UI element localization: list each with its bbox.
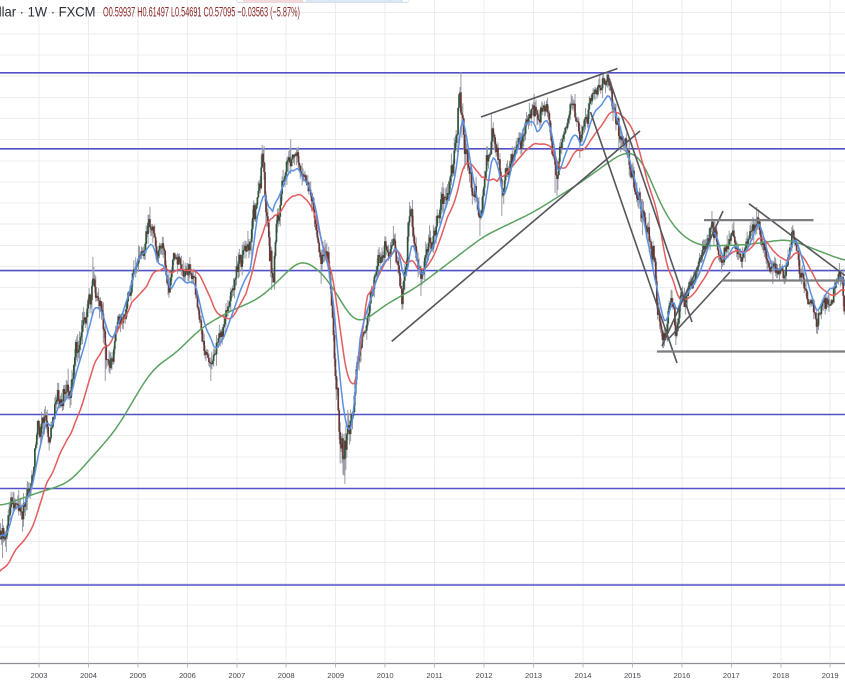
svg-text:2013: 2013 xyxy=(525,671,542,680)
svg-text:2004: 2004 xyxy=(80,671,97,680)
svg-text:2017: 2017 xyxy=(723,671,740,680)
svg-text:2016: 2016 xyxy=(673,671,690,680)
svg-text:2003: 2003 xyxy=(31,671,48,680)
svg-text:2012: 2012 xyxy=(476,671,493,680)
svg-text:2008: 2008 xyxy=(278,671,295,680)
svg-text:2015: 2015 xyxy=(624,671,641,680)
svg-text:2005: 2005 xyxy=(129,671,146,680)
svg-text:2011: 2011 xyxy=(426,671,442,680)
svg-text:2018: 2018 xyxy=(772,671,789,680)
svg-text:2019: 2019 xyxy=(822,671,839,680)
svg-text:2014: 2014 xyxy=(575,671,592,680)
svg-text:2007: 2007 xyxy=(228,671,245,680)
svg-text:2010: 2010 xyxy=(377,671,394,680)
svg-text:2009: 2009 xyxy=(327,671,344,680)
svg-text:2006: 2006 xyxy=(179,671,196,680)
svg-text:ollar · 1W · FXCM: ollar · 1W · FXCM xyxy=(0,4,96,20)
svg-text:O0.59937 H0.61497 L0.54691 C0.: O0.59937 H0.61497 L0.54691 C0.57095 −0.0… xyxy=(103,4,300,20)
